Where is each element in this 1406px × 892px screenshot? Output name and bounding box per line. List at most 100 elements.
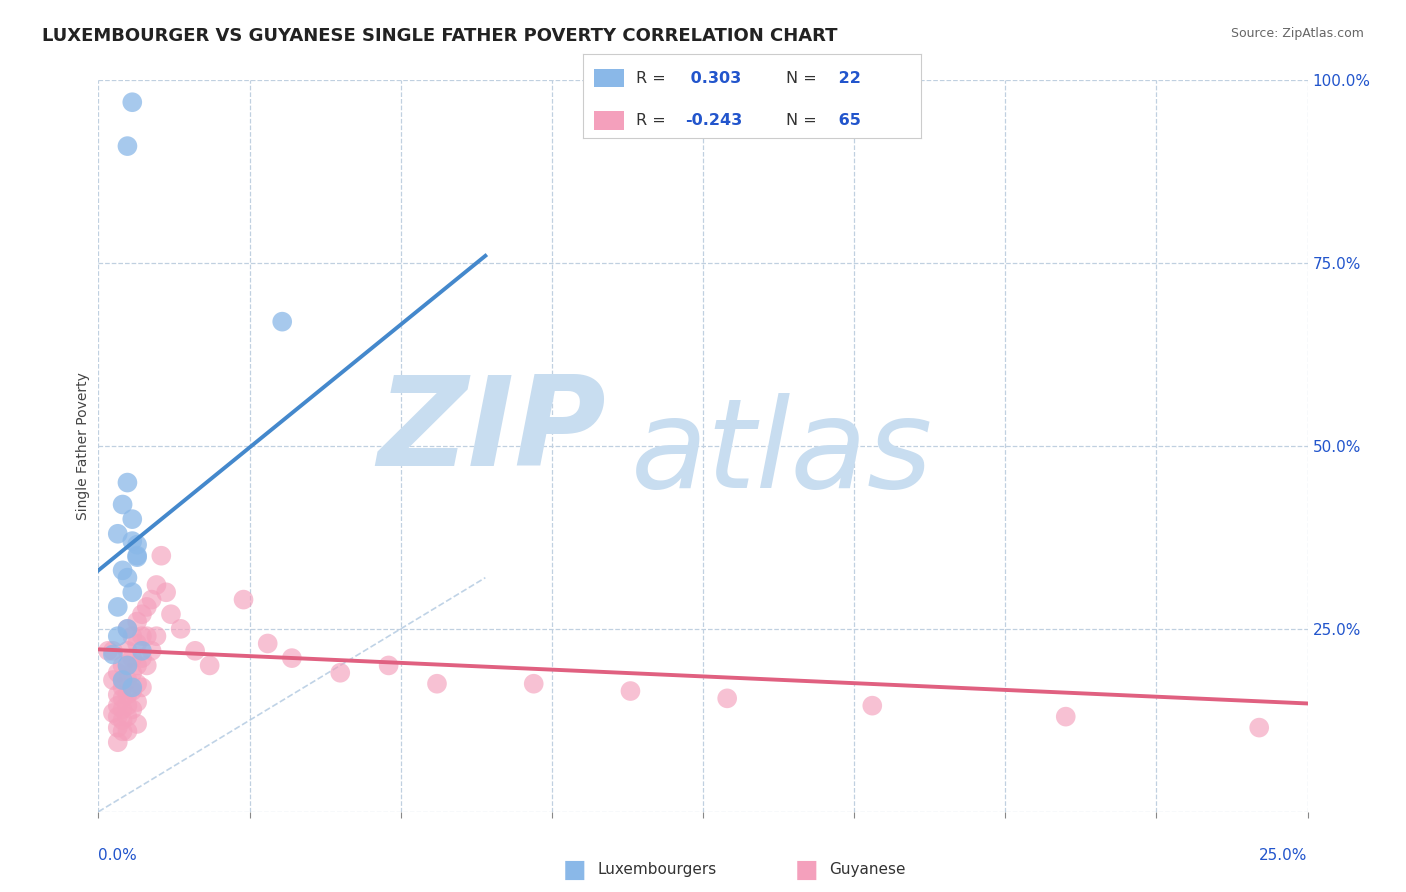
Point (523, 676, 546, 690)
Point (145, 578, 167, 592)
Point (1054, 709, 1077, 723)
Text: ■: ■ (562, 858, 586, 881)
Point (131, 629, 153, 643)
Point (107, 698, 129, 713)
Point (716, 691, 738, 706)
Point (117, 622, 139, 636)
Point (111, 498, 134, 512)
Point (619, 684, 641, 698)
Point (184, 644, 207, 658)
Text: Luxembourgers: Luxembourgers (598, 863, 717, 877)
Point (97, 644, 120, 658)
Point (232, 592, 254, 607)
Text: R =: R = (636, 70, 665, 86)
Bar (593, 112, 624, 130)
Point (117, 139, 139, 153)
Point (131, 651, 153, 665)
Point (256, 636, 278, 650)
Point (107, 735, 129, 749)
Point (117, 673, 139, 687)
Point (121, 95, 143, 110)
Text: 25.0%: 25.0% (1260, 848, 1308, 863)
Point (155, 585, 177, 599)
Point (131, 681, 153, 695)
Point (101, 706, 124, 720)
Point (1249, 721, 1271, 735)
Point (127, 538, 149, 552)
Point (117, 658, 139, 673)
Text: 0.0%: 0.0% (98, 848, 138, 863)
Point (111, 673, 134, 687)
Point (131, 607, 153, 622)
Text: N =: N = (786, 113, 817, 128)
Point (107, 599, 129, 614)
Point (111, 691, 134, 706)
Y-axis label: Single Father Poverty: Single Father Poverty (76, 372, 90, 520)
Point (117, 571, 139, 585)
Text: LUXEMBOURGER VS GUYANESE SINGLE FATHER POVERTY CORRELATION CHART: LUXEMBOURGER VS GUYANESE SINGLE FATHER P… (42, 27, 838, 45)
Point (111, 702, 134, 716)
Text: Guyanese: Guyanese (830, 863, 905, 877)
Point (135, 629, 157, 643)
Point (121, 665, 143, 680)
Text: 22: 22 (834, 70, 860, 86)
Point (101, 648, 124, 662)
Point (107, 526, 129, 541)
Text: ZIP: ZIP (378, 371, 606, 491)
Point (141, 592, 163, 607)
Point (101, 673, 124, 687)
Text: Source: ZipAtlas.com: Source: ZipAtlas.com (1230, 27, 1364, 40)
Point (127, 695, 149, 709)
Point (127, 636, 149, 650)
Point (111, 673, 134, 687)
Point (111, 714, 134, 728)
Text: ■: ■ (794, 858, 818, 881)
Point (121, 585, 143, 599)
Point (121, 681, 143, 695)
Point (117, 724, 139, 739)
Point (127, 550, 149, 565)
Text: 65: 65 (834, 113, 860, 128)
Point (111, 724, 134, 739)
Point (377, 658, 399, 673)
Point (329, 665, 352, 680)
Point (117, 698, 139, 713)
Point (135, 658, 157, 673)
Point (127, 676, 149, 690)
Point (169, 622, 191, 636)
Point (131, 644, 153, 658)
Point (107, 688, 129, 702)
Point (141, 644, 163, 658)
Point (426, 676, 449, 690)
Point (121, 512, 143, 526)
Text: 0.303: 0.303 (685, 70, 741, 86)
Point (107, 629, 129, 643)
Point (107, 721, 129, 735)
Point (111, 658, 134, 673)
Point (117, 688, 139, 702)
Point (127, 717, 149, 731)
Point (135, 599, 157, 614)
Point (150, 549, 173, 563)
Point (121, 702, 143, 716)
Text: R =: R = (636, 113, 665, 128)
Point (145, 629, 167, 643)
Point (198, 658, 221, 673)
Point (117, 709, 139, 723)
Point (117, 622, 139, 636)
Point (121, 684, 143, 698)
Bar (593, 69, 624, 87)
Point (121, 629, 143, 643)
Point (121, 534, 143, 549)
Point (127, 658, 149, 673)
Point (127, 615, 149, 629)
Point (101, 644, 124, 658)
Point (107, 709, 129, 723)
Point (281, 651, 304, 665)
Point (107, 665, 129, 680)
Text: -0.243: -0.243 (685, 113, 742, 128)
Point (117, 475, 139, 490)
Point (127, 549, 149, 563)
Point (160, 607, 183, 622)
Text: N =: N = (786, 70, 817, 86)
